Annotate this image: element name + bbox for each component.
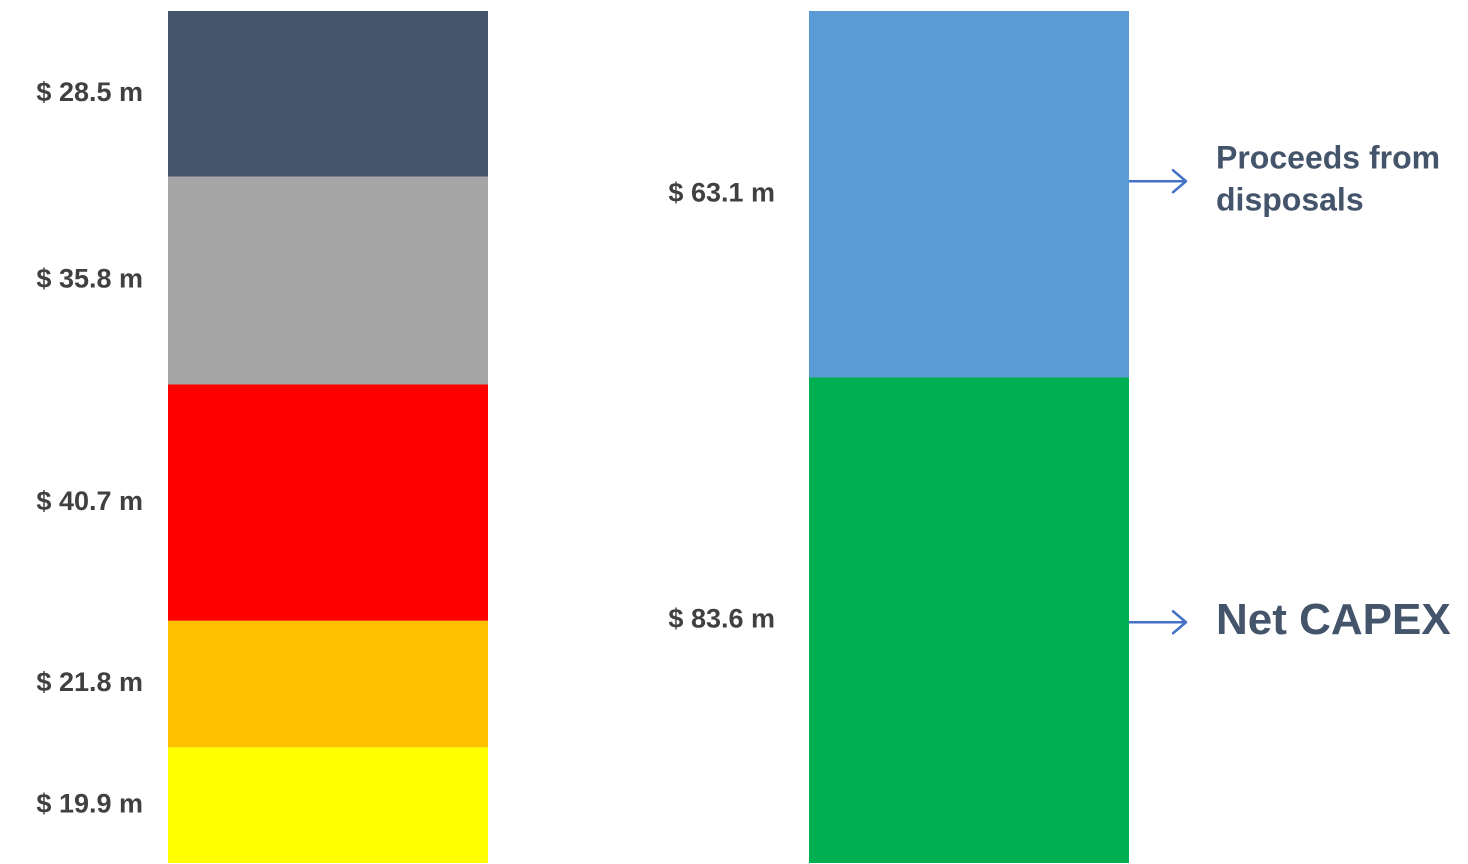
arrow-head-icon	[1171, 168, 1188, 194]
data-label: $ 21.8 m	[36, 667, 143, 697]
annotation-text: Proceeds from	[1216, 140, 1440, 176]
annotation-text: disposals	[1216, 182, 1364, 218]
stacked-column-1	[168, 11, 488, 863]
annotation-text: Net CAPEX	[1216, 595, 1451, 644]
data-label: $ 63.1 m	[668, 177, 775, 207]
annotation: Proceeds from disposals	[1129, 140, 1440, 218]
bar-segment	[168, 176, 488, 385]
bar-segment	[168, 747, 488, 863]
bar-segment	[168, 620, 488, 748]
bar-segment	[809, 377, 1129, 863]
arrow-head-icon	[1171, 609, 1188, 635]
data-label: $ 40.7 m	[36, 486, 143, 516]
data-label: $ 28.5 m	[36, 77, 143, 107]
annotation: Net CAPEX	[1129, 595, 1451, 644]
bar-segment	[168, 384, 488, 621]
data-label: $ 83.6 m	[668, 603, 775, 633]
bar-segment	[809, 11, 1129, 378]
bar-segment	[168, 11, 488, 177]
stacked-column-2	[809, 11, 1129, 863]
data-label: $ 35.8 m	[36, 264, 143, 294]
data-label: $ 19.9 m	[36, 788, 143, 818]
